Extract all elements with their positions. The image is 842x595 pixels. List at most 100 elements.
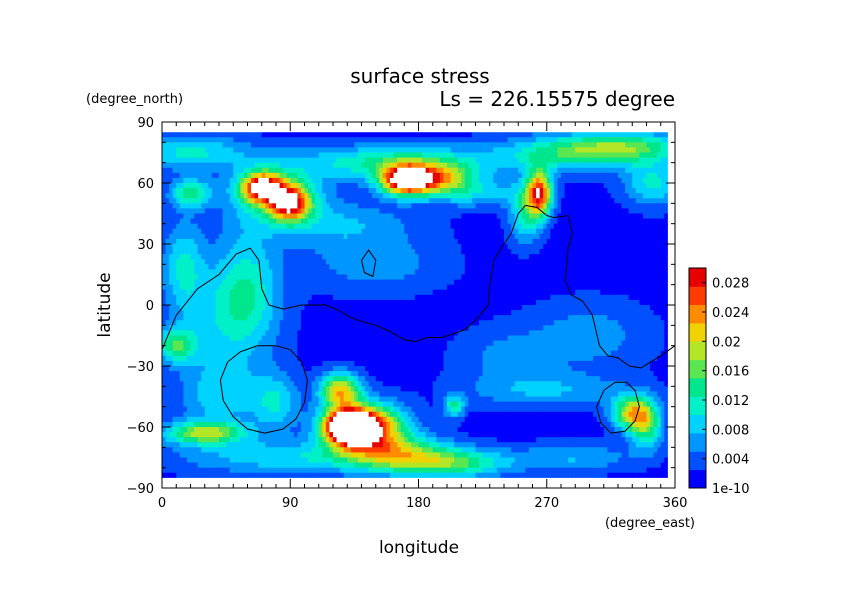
heat-cell [343, 264, 348, 271]
heat-cell [489, 249, 494, 255]
heat-cell [325, 284, 331, 291]
heat-cell [283, 188, 288, 194]
heat-cell [653, 279, 658, 286]
heat-cell [293, 157, 298, 164]
heat-cell [525, 208, 530, 215]
heat-cell [340, 223, 345, 230]
heat-cell [575, 244, 580, 250]
heat-cell [169, 167, 174, 174]
heat-cell [546, 177, 551, 184]
heat-cell [536, 279, 541, 286]
heat-cell [361, 172, 366, 179]
heat-cell [400, 294, 405, 301]
heat-cell [600, 162, 605, 169]
heat-cell [471, 299, 477, 306]
heat-cell [165, 254, 170, 260]
heat-cell [390, 142, 395, 149]
heat-cell [411, 244, 416, 250]
heat-cell [172, 299, 177, 306]
heat-cell [539, 289, 544, 296]
heat-cell [183, 193, 188, 199]
heat-cell [318, 193, 323, 199]
heat-cell [514, 274, 519, 281]
heat-cell [361, 223, 366, 230]
heat-cell [536, 238, 541, 245]
heat-cell [183, 254, 188, 260]
heat-cell [208, 203, 213, 210]
heat-cell [300, 142, 306, 149]
heat-cell [482, 228, 487, 235]
heat-cell [308, 228, 313, 235]
heat-cell [293, 223, 298, 230]
heat-cell [290, 183, 295, 189]
heat-cell [628, 152, 633, 159]
heat-cell [507, 172, 512, 179]
heat-cell [475, 213, 480, 220]
heat-cell [297, 218, 302, 225]
heat-cell [525, 244, 530, 250]
heat-cell [297, 167, 302, 174]
heat-cell [493, 238, 498, 245]
heat-cell [575, 188, 580, 194]
heat-cell [325, 279, 331, 286]
heat-cell [215, 310, 220, 316]
heat-cell [272, 193, 277, 199]
heat-cell [169, 188, 174, 194]
heat-cell [276, 177, 281, 184]
heat-cell [400, 233, 405, 240]
heat-cell [322, 137, 327, 143]
heat-cell [208, 228, 213, 235]
heat-cell [610, 223, 616, 230]
heat-cell [176, 193, 181, 199]
heat-cell [340, 233, 345, 240]
heat-cell [272, 132, 277, 138]
heat-cell [500, 193, 505, 199]
heat-cell [447, 289, 452, 296]
heat-cell [393, 172, 398, 179]
heat-cell [471, 213, 477, 220]
heat-cell [333, 218, 338, 225]
heat-cell [568, 137, 573, 143]
heat-cell [208, 172, 213, 179]
heat-cell [350, 203, 355, 210]
heat-cell [546, 233, 551, 240]
heat-cell [350, 152, 355, 159]
heat-cell [336, 167, 341, 174]
heat-cell [528, 177, 534, 184]
heat-cell [254, 259, 259, 265]
heat-cell [315, 152, 320, 159]
heat-cell [222, 279, 227, 286]
heat-cell [265, 183, 270, 189]
heat-cell [233, 244, 238, 250]
heat-cell [536, 259, 541, 265]
heat-cell [208, 294, 213, 301]
heat-cell [621, 238, 626, 245]
heat-cell [236, 299, 241, 306]
heat-cell [504, 208, 509, 215]
heat-cell [411, 279, 416, 286]
heat-cell [322, 274, 327, 281]
heat-cell [660, 223, 665, 230]
heat-cell [293, 177, 298, 184]
heat-cell [361, 198, 366, 204]
heat-cell [186, 264, 192, 271]
heat-cell [642, 244, 648, 250]
heat-cell [211, 198, 217, 204]
heat-cell [525, 284, 530, 291]
heat-cell [183, 238, 188, 245]
heat-cell [290, 274, 295, 281]
heat-cell [357, 249, 363, 255]
heat-cell [179, 183, 184, 189]
heat-cell [336, 157, 341, 164]
heat-cell [589, 152, 594, 159]
heat-cell [268, 147, 274, 154]
heat-cell [650, 228, 655, 235]
heat-cell [382, 269, 388, 276]
heat-cell [183, 142, 188, 149]
heat-cell [315, 193, 320, 199]
heat-cell [450, 188, 455, 194]
heat-cell [539, 132, 544, 138]
heat-cell [653, 208, 658, 215]
heat-cell [628, 269, 633, 276]
heat-cell [211, 183, 217, 189]
